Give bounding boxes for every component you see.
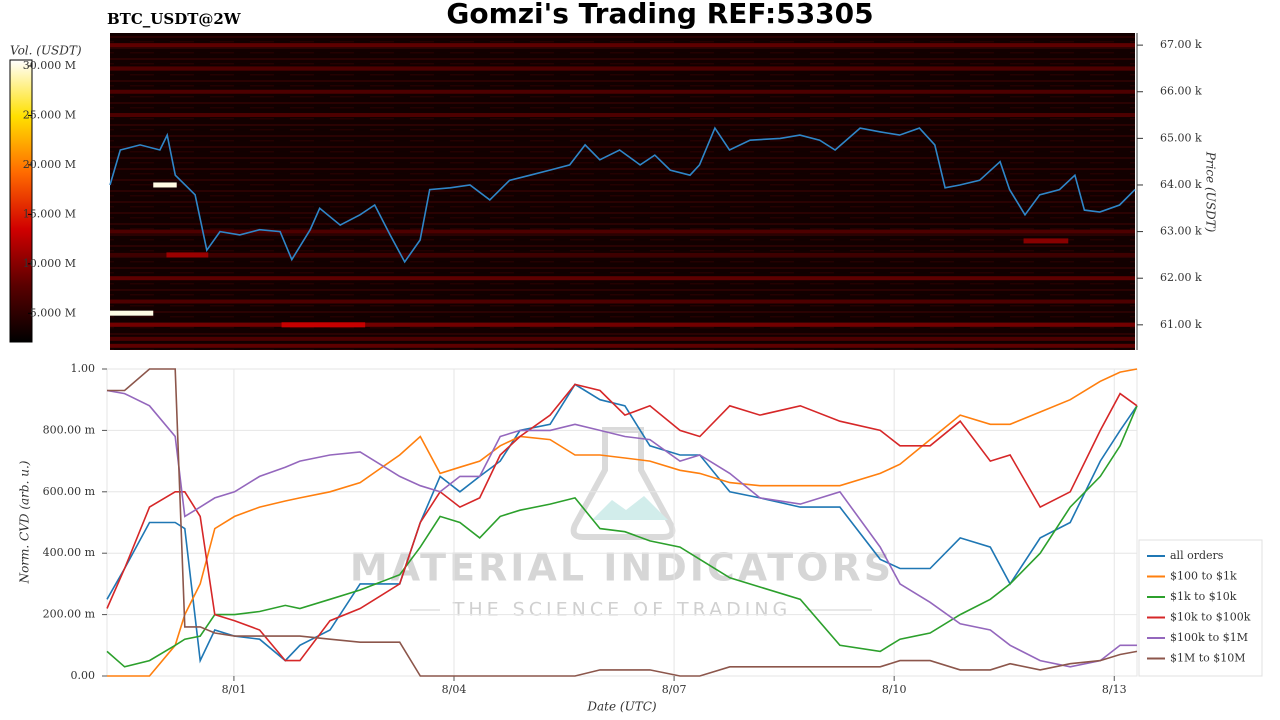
colorbar-tick-label: 10.000 M [23, 257, 76, 270]
y-tick-label: 200.00 m [43, 608, 96, 621]
plot-area: 0.00 200.00 m 400.00 m 600.00 m 800.00 m 1.00… [43, 362, 1138, 696]
heatmap-background [110, 33, 1135, 350]
colorbar [9, 59, 33, 343]
liquidity-wall [166, 252, 209, 258]
symbol: BTC_USDT@2W [107, 10, 242, 28]
y-tick-label: 800.00 m [43, 423, 96, 436]
cvd-line [106, 405, 1138, 668]
legend-label: $1k to $10k [1170, 590, 1237, 603]
y-tick-label: 62.00 k [1160, 271, 1202, 284]
liquidity-level [110, 276, 1135, 281]
x-tick-label: 8/10 [882, 683, 907, 696]
y-axis-label: Norm. CVD (arb. u.) [18, 460, 32, 584]
price-axis-label: Price (USDT) [1204, 151, 1218, 233]
y-tick-label: 64.00 k [1160, 178, 1202, 191]
liquidity-level [110, 336, 1135, 341]
colorbar-tick-label: 15.000 M [23, 207, 76, 220]
y-tick-label: 400.00 m [43, 546, 96, 559]
liquidity-level [110, 343, 1135, 348]
liquidity-wall [281, 322, 366, 328]
y-tick-label: 600.00 m [43, 485, 96, 498]
liquidity-level [110, 66, 1135, 71]
watermark-logo [570, 427, 676, 540]
liquidity-level [110, 113, 1135, 118]
colorbar-tick-label: 20.000 M [23, 158, 76, 171]
watermark-tagline: THE SCIENCE OF TRADING [452, 599, 792, 621]
cvd-line [106, 389, 1137, 668]
legend-label: $100 to $1k [1170, 570, 1237, 583]
y-tick-label: 1.00 [71, 362, 96, 375]
colorbar-tick-label: 30.000 M [23, 59, 76, 72]
page-title: Gomzi's Trading REF:53305 [446, 0, 873, 30]
y-tick-label: 63.00 k [1160, 225, 1202, 238]
cvd-line [106, 383, 1138, 662]
x-tick-label: 8/13 [1102, 683, 1127, 696]
liquidity-level [110, 229, 1135, 234]
colorbar-tick-label: 25.000 M [23, 108, 76, 121]
cvd-line [107, 368, 1138, 677]
liquidity-level [110, 322, 1135, 327]
legend-label: $1M to $10M [1170, 652, 1246, 665]
legend-label: $10k to $100k [1170, 611, 1251, 624]
y-tick-label: 0.00 [71, 669, 96, 682]
x-tick-label: 8/04 [442, 683, 467, 696]
liquidity-level [110, 43, 1135, 48]
y-tick-label: 61.00 k [1160, 318, 1202, 331]
cvd-line [107, 368, 1138, 677]
x-tick-label: 8/07 [662, 683, 687, 696]
liquidity-wall [153, 182, 177, 188]
legend-label: $100k to $1M [1170, 631, 1248, 644]
colorbar-tick-label: 5.000 M [30, 306, 76, 319]
watermark-text: MATERIAL INDICATORS [350, 546, 894, 590]
liquidity-level [110, 89, 1135, 94]
liquidity-level [110, 299, 1135, 304]
x-axis-label: Date (UTC) [586, 700, 656, 714]
legend-label: all orders [1170, 549, 1224, 562]
liquidity-wall [1023, 238, 1069, 244]
plot-frame [106, 368, 1138, 677]
liquidity-level [110, 252, 1135, 257]
x-tick-label: 8/01 [222, 683, 247, 696]
legend-box [1138, 539, 1263, 677]
y-tick-label: 66.00 k [1160, 85, 1202, 98]
y-tick-label: 67.00 k [1160, 38, 1202, 51]
colorbar-label: Vol. (USDT) [10, 44, 82, 58]
liquidity-wall [110, 310, 154, 316]
price-line [109, 126, 1136, 264]
y-tick-label: 65.00 k [1160, 131, 1202, 144]
